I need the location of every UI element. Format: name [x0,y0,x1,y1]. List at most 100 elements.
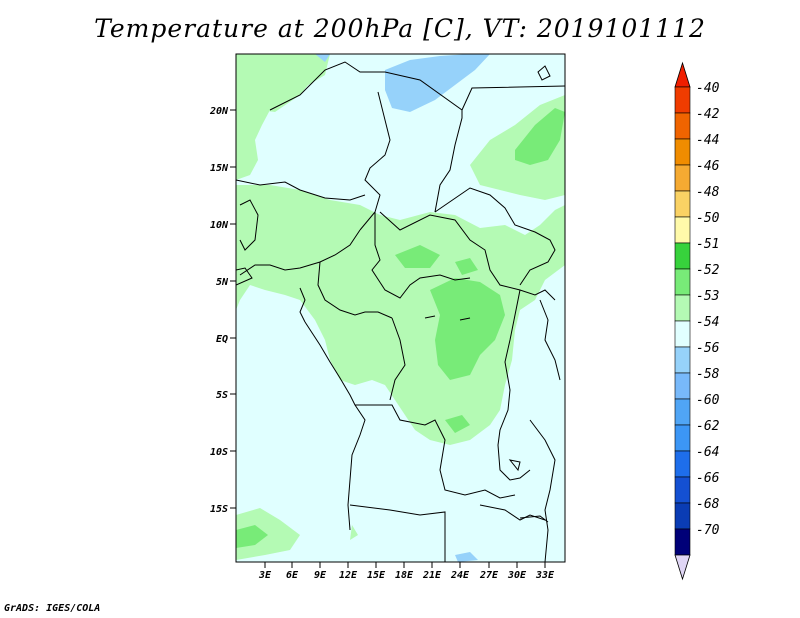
colorbar-label: -44 [696,133,719,148]
lat-label: 5N [216,277,229,288]
border-line [269,61,463,213]
border-line [349,504,446,562]
border-line [497,289,531,481]
lat-label: 10N [210,220,229,231]
lon-label: 12E [339,570,358,581]
lon-tick: 12E [339,562,358,581]
border-line [371,212,471,299]
colorbar-label: -42 [696,107,720,122]
colorbar-label: -40 [696,81,720,96]
lat-label: 5S [216,390,228,401]
lon-label: 18E [395,570,414,581]
lon-tick: 6E [286,562,299,581]
colorbar-label: -58 [696,367,720,382]
lon-tick: 15E [367,562,386,581]
colorbar-label: -66 [696,471,720,486]
border-line [304,321,366,531]
border-line [424,315,436,319]
lon-label: 6E [286,570,299,581]
lon-tick: 18E [395,562,414,581]
colorbar-swatch [674,398,691,426]
colorbar-label: -68 [696,497,720,512]
colorbar-swatch [674,112,691,140]
lon-label: 33E [535,570,555,581]
lat-tick: 20N [209,106,236,117]
lon-tick: 3E [258,562,272,581]
colorbar-label: -53 [696,289,719,304]
colorbar-swatch [674,476,691,504]
colorbar-swatch [674,450,691,478]
lon-label: 21E [422,570,442,581]
colorbar-swatch [674,372,691,400]
colorbar-swatch [674,138,691,166]
colorbar-label: -60 [696,393,720,408]
colorbar-label: -46 [696,159,720,174]
colorbar-swatch [674,502,691,530]
colorbar-label: -54 [696,315,719,330]
lon-label: 3E [258,570,272,581]
colorbar-label: -51 [696,237,719,252]
colorbar-swatch [674,320,691,348]
border-line [379,211,556,301]
border-line [434,187,556,286]
temperature-field [236,54,565,562]
colorbar: -40 -42 -44 -46 -48 -50 -51 -52 -53 -54 -56 -58 -60 -… [674,61,720,581]
chart-title: Temperature at 200hPa [C], VT: 201910111… [94,14,706,43]
border-line [355,404,516,499]
border-line [239,229,361,276]
border-line [236,179,366,201]
colorbar-swatch [674,242,691,270]
border-line [236,267,253,286]
lat-tick: 5S [216,390,236,401]
border-line [317,261,393,319]
border-line [239,199,259,251]
colorbar-swatch [674,346,691,374]
border-line [529,419,556,562]
lat-label: 20N [209,106,229,117]
colorbar-top-arrow [674,61,691,88]
border-line [461,85,565,111]
longitude-axis: 3E 6E 9E 12E 15E 18E 21E 24E 27E 30E 33E [258,562,555,581]
band-mid-green [236,108,565,548]
colorbar-swatch [674,86,691,114]
lat-label: 15N [210,163,229,174]
latitude-axis: 20N 15N 10N 5N EQ 5S 10S 15S [209,106,236,515]
lon-tick: 21E [422,562,442,581]
lat-label: EQ [216,334,228,345]
colorbar-swatch [674,294,691,322]
border-line [508,459,521,472]
lat-tick: EQ [216,334,236,345]
border-line [359,91,391,231]
colorbar-swatch [674,216,691,244]
lon-tick: 33E [535,562,555,581]
lon-label: 15E [367,570,386,581]
lat-label: 15S [210,504,228,515]
border-line [539,299,561,381]
colorbar-label: -56 [696,341,720,356]
lon-label: 30E [507,570,527,581]
lon-tick: 9E [314,562,327,581]
border-line [519,515,549,523]
lat-label: 10S [210,447,228,458]
colorbar-bottom-arrow [674,554,691,581]
lon-tick: 24E [450,562,470,581]
lat-tick: 15S [210,504,236,515]
border-line [459,317,471,321]
lat-tick: 15N [210,163,236,174]
lon-tick: 27E [479,562,499,581]
lon-label: 24E [450,570,470,581]
lat-tick: 10S [210,447,236,458]
colorbar-swatch [674,424,691,452]
lon-label: 27E [479,570,499,581]
map-frame [235,53,566,563]
colorbar-swatch [674,164,691,192]
colorbar-label: -70 [696,523,720,538]
colorbar-label: -50 [696,211,720,226]
colorbar-swatch [674,190,691,218]
band-light-blue [315,54,490,562]
border-line [299,287,306,323]
border-line [389,317,406,401]
colorbar-swatch [674,268,691,296]
grads-credit: GrADS: IGES/COLA [4,603,101,614]
